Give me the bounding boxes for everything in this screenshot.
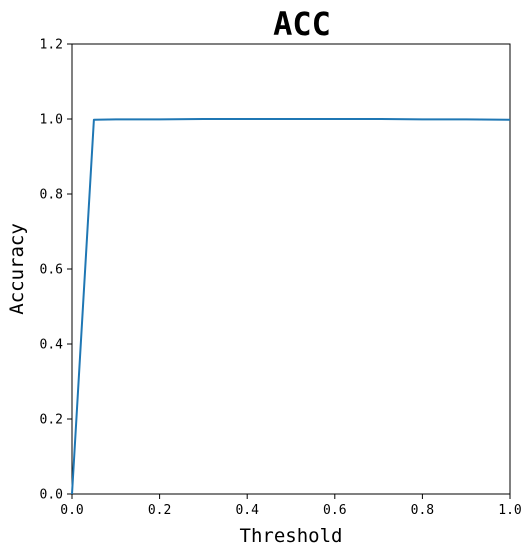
- plot-frame: [71, 43, 511, 495]
- y-tick-label: 0.8: [40, 188, 63, 203]
- series-line: [71, 118, 511, 495]
- x-tick-label: 1.0: [498, 503, 521, 518]
- y-tick-label: 0.4: [40, 338, 64, 353]
- x-tick-label: 0.2: [148, 503, 171, 518]
- y-tick-label: 0.2: [40, 413, 63, 428]
- y-tick-label: 0.6: [40, 263, 63, 278]
- y-tick-label: 1.0: [40, 113, 63, 128]
- y-tick-label: 1.2: [40, 38, 63, 53]
- y-axis-title: Accuracy: [6, 223, 28, 315]
- x-axis-title: Threshold: [240, 525, 343, 547]
- x-tick-label: 0.4: [235, 503, 259, 518]
- chart-title: ACC: [273, 5, 331, 43]
- x-tick-label: 0.0: [60, 503, 83, 518]
- y-tick-label: 0.0: [40, 488, 63, 503]
- x-tick-label: 0.8: [411, 503, 434, 518]
- x-axis: 0.0 0.2 0.4 0.6 0.8 1.0: [60, 494, 522, 518]
- y-axis: 0.0 0.2 0.4 0.6 0.8 1.0 1.2: [40, 38, 72, 503]
- x-tick-label: 0.6: [323, 503, 346, 518]
- series-layer: [71, 118, 511, 495]
